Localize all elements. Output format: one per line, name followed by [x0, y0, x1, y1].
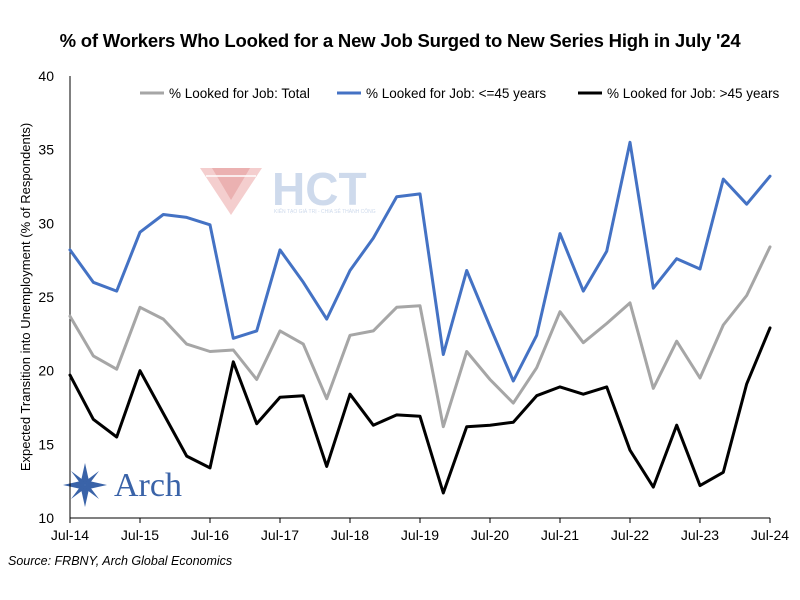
x-tick-label: Jul-16 — [191, 527, 229, 543]
legend-label: % Looked for Job: <=45 years — [366, 86, 546, 101]
y-tick-label: 30 — [38, 215, 54, 231]
series-group — [68, 140, 772, 495]
legend-label: % Looked for Job: Total — [169, 86, 310, 101]
x-tick-label: Jul-21 — [541, 527, 579, 543]
y-tick-label: 10 — [38, 510, 54, 526]
y-tick-label: 40 — [38, 68, 54, 84]
y-tick-label: 35 — [38, 142, 54, 158]
y-tick-label: 15 — [38, 436, 54, 452]
y-tick-label: 25 — [38, 289, 54, 305]
arch-logo-text: Arch — [114, 467, 182, 504]
series-line-under-45 — [68, 140, 772, 383]
x-tick-label: Jul-18 — [331, 527, 369, 543]
series-line-total — [68, 245, 772, 429]
hct-watermark: HCT KIẾN TẠO GIÁ TRỊ - CHIA SẺ THÀNH CÔN… — [200, 163, 376, 215]
x-tick-label: Jul-19 — [401, 527, 439, 543]
x-tick-label: Jul-20 — [471, 527, 509, 543]
x-axis-ticks: Jul-14 Jul-15 Jul-16 Jul-17 Jul-18 Jul-19 Jul-… — [51, 518, 789, 543]
legend-label: % Looked for Job: >45 years — [607, 86, 779, 101]
y-axis-ticks: 10 15 20 25 30 35 40 — [38, 68, 54, 526]
x-tick-label: Jul-17 — [261, 527, 299, 543]
x-tick-label: Jul-24 — [751, 527, 789, 543]
x-tick-label: Jul-14 — [51, 527, 89, 543]
legend-item-over-45: % Looked for Job: >45 years — [578, 86, 779, 101]
legend-item-total: % Looked for Job: Total — [140, 86, 310, 101]
x-tick-label: Jul-15 — [121, 527, 159, 543]
series-line-over-45 — [68, 326, 772, 495]
x-tick-label: Jul-22 — [611, 527, 649, 543]
watermark-text: HCT — [272, 163, 367, 215]
chart-title: % of Workers Who Looked for a New Job Su… — [59, 30, 741, 51]
watermark-subtext: KIẾN TẠO GIÁ TRỊ - CHIA SẺ THÀNH CÔNG — [274, 208, 376, 215]
legend-item-under-45: % Looked for Job: <=45 years — [337, 86, 546, 101]
source-note: Source: FRBNY, Arch Global Economics — [8, 554, 233, 568]
y-axis-label: Expected Transition into Unemployment (%… — [18, 123, 33, 471]
arch-logo: Arch — [63, 463, 182, 507]
y-tick-label: 20 — [38, 363, 54, 379]
arch-star-icon — [63, 463, 107, 507]
legend: % Looked for Job: Total % Looked for Job:… — [140, 86, 779, 101]
x-tick-label: Jul-23 — [681, 527, 719, 543]
